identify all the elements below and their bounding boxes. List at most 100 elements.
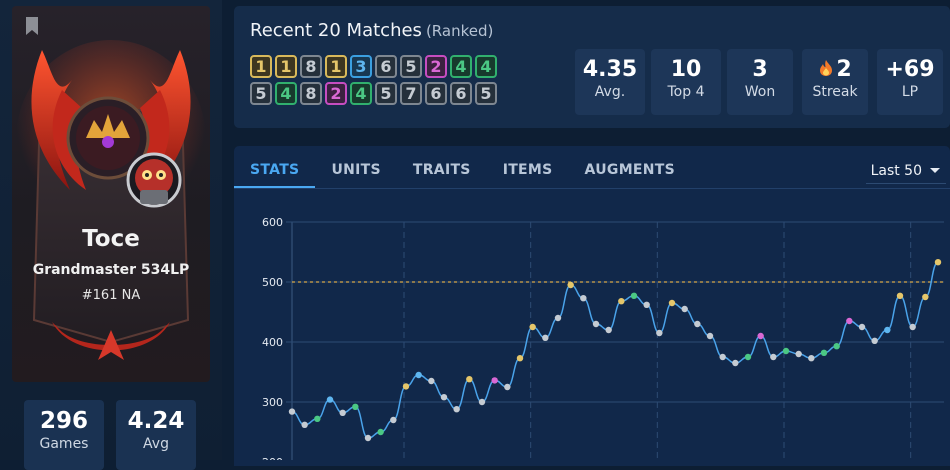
- placement-badge[interactable]: 4: [450, 55, 472, 78]
- streak-label: Streak: [812, 84, 858, 100]
- placement-badge[interactable]: 4: [475, 55, 497, 78]
- placement-badge[interactable]: 6: [375, 55, 397, 78]
- won-value: 3: [752, 57, 768, 82]
- data-point: [314, 415, 321, 422]
- placement-badge[interactable]: 5: [250, 82, 272, 105]
- top4-value: 10: [670, 57, 702, 82]
- data-point: [301, 421, 308, 428]
- data-point: [643, 301, 650, 308]
- data-point: [529, 323, 536, 331]
- data-point: [630, 292, 638, 299]
- series-line: [291, 261, 939, 439]
- data-point: [694, 320, 701, 328]
- lp-value: +69: [885, 57, 935, 82]
- y-tick-label: 400: [262, 336, 283, 349]
- data-point: [440, 394, 448, 401]
- stats-tabs: STATS UNITS TRAITS ITEMS AUGMENTS: [234, 146, 691, 188]
- placement-badge[interactable]: 6: [425, 82, 447, 105]
- placement-badge[interactable]: 4: [275, 82, 297, 105]
- won-label: Won: [744, 84, 776, 100]
- streak-value: 2: [836, 57, 852, 82]
- data-point: [934, 259, 942, 266]
- range-dropdown[interactable]: Last 50: [866, 158, 946, 184]
- data-point: [732, 359, 739, 367]
- data-point: [554, 314, 562, 322]
- tab-items[interactable]: ITEMS: [502, 162, 553, 178]
- avg-value: 4.24: [127, 408, 185, 434]
- rank-tier: Grandmaster 534LP: [32, 262, 190, 278]
- y-tick-label: 500: [262, 276, 283, 289]
- bookmark-icon[interactable]: [24, 16, 40, 36]
- y-tick-label: 600: [262, 216, 283, 229]
- placement-badge[interactable]: 4: [350, 82, 372, 105]
- placement-badge[interactable]: 1: [325, 55, 347, 78]
- ladder-rank: #161 NA: [81, 288, 141, 303]
- avg-placement-label: Avg.: [594, 84, 626, 100]
- placement-badge[interactable]: 8: [300, 82, 322, 105]
- data-point: [339, 409, 346, 416]
- data-point: [415, 371, 422, 379]
- data-point: [896, 292, 904, 299]
- data-point: [706, 332, 714, 340]
- stats-panel: STATS UNITS TRAITS ITEMS AUGMENTS Last 5…: [234, 146, 950, 466]
- data-point: [352, 403, 359, 410]
- placement-badge[interactable]: 6: [450, 82, 472, 105]
- lp-label: LP: [901, 84, 919, 100]
- placement-badge[interactable]: 7: [400, 82, 422, 105]
- queue-type: (Ranked): [425, 22, 494, 40]
- range-value: Last 50: [870, 162, 922, 179]
- data-point: [377, 428, 384, 436]
- data-point: [884, 326, 891, 334]
- placement-badge[interactable]: 2: [325, 82, 347, 105]
- data-point: [719, 353, 726, 361]
- avg-placement-value: 4.35: [582, 57, 638, 82]
- placement-badge[interactable]: 5: [375, 82, 397, 105]
- data-point: [858, 323, 866, 331]
- data-point: [466, 376, 473, 383]
- data-point: [618, 298, 625, 305]
- recent-title-text: Recent 20 Matches: [250, 20, 422, 41]
- data-point: [390, 416, 397, 424]
- lp-card: +69 LP: [877, 49, 943, 115]
- data-point: [795, 350, 802, 358]
- tab-traits[interactable]: TRAITS: [412, 162, 471, 178]
- lp-history-chart: 600 500 400 300 200: [262, 216, 944, 460]
- avg-label: Avg: [143, 436, 169, 452]
- placement-badge[interactable]: 5: [400, 55, 422, 78]
- tab-stats[interactable]: STATS: [234, 146, 316, 188]
- top4-label: Top 4: [667, 84, 705, 100]
- tab-divider: [234, 188, 950, 189]
- data-point: [744, 353, 752, 361]
- top4-card: 10 Top 4: [651, 49, 721, 115]
- rank-emblem: [16, 40, 206, 360]
- chevron-down-icon: [930, 168, 940, 173]
- flame-icon: [820, 60, 833, 76]
- placement-badge[interactable]: 8: [300, 55, 322, 78]
- placement-badge[interactable]: 1: [275, 55, 297, 78]
- placement-badge[interactable]: 2: [425, 55, 447, 78]
- data-point: [542, 334, 549, 341]
- placement-badge[interactable]: 3: [350, 55, 372, 78]
- data-point: [605, 326, 612, 334]
- tab-augments[interactable]: AUGMENTS: [584, 162, 676, 178]
- data-point: [580, 295, 587, 302]
- data-point: [757, 332, 764, 340]
- data-point: [820, 349, 828, 356]
- placement-badge[interactable]: 5: [475, 82, 497, 105]
- y-tick-label: 200: [262, 456, 283, 460]
- data-point: [833, 343, 840, 350]
- placement-badge[interactable]: 1: [250, 55, 272, 78]
- data-point: [846, 317, 853, 325]
- data-point: [478, 398, 486, 406]
- data-point: [491, 377, 498, 384]
- avg-placement-card: 4.35 Avg.: [575, 49, 645, 115]
- tab-units[interactable]: UNITS: [331, 162, 381, 178]
- data-point: [770, 353, 777, 361]
- data-point: [909, 323, 916, 331]
- streak-card: 2 Streak: [802, 49, 868, 115]
- data-point: [516, 355, 524, 362]
